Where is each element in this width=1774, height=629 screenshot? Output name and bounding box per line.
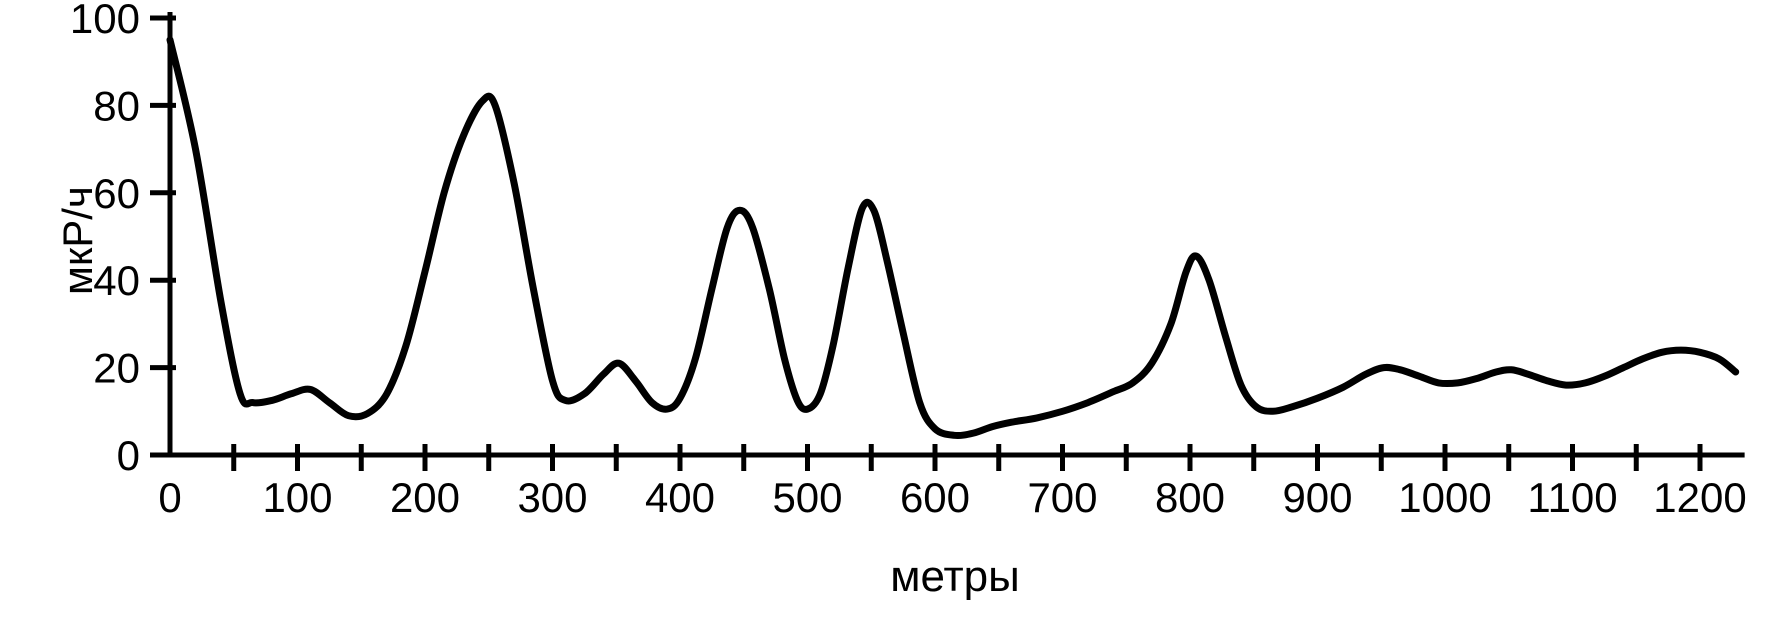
x-tick-label: 700 [1027,474,1097,521]
x-tick-label: 800 [1155,474,1225,521]
y-tick-label: 0 [117,432,140,479]
data-line [166,36,1740,440]
y-tick-label: 80 [93,82,140,129]
x-tick-label: 100 [262,474,332,521]
y-tick-label: 40 [93,257,140,304]
x-tick-label: 1100 [1527,474,1617,521]
y-tick-label: 20 [93,345,140,392]
y-tick-label: 60 [93,170,140,217]
y-axis-title: мкР/ч [54,186,101,295]
x-tick-label: 400 [645,474,715,521]
x-tick-label: 500 [772,474,842,521]
y-tick-label: 100 [70,0,140,42]
x-tick-label: 300 [517,474,587,521]
x-tick-label: 0 [158,474,181,521]
x-tick-label: 1200 [1653,474,1746,521]
x-tick-label: 600 [900,474,970,521]
x-axis-title: метры [890,552,1020,601]
x-tick-label: 200 [390,474,460,521]
x-tick-label: 900 [1282,474,1352,521]
x-tick-label: 1000 [1398,474,1491,521]
